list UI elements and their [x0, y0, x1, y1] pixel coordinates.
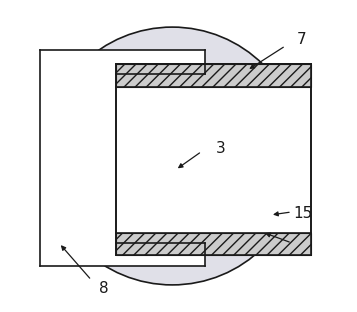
Text: 14: 14 [293, 237, 312, 252]
Bar [116, 233, 311, 256]
Bar [116, 64, 311, 256]
Text: 8: 8 [99, 280, 109, 295]
Text: 7: 7 [296, 32, 306, 47]
Bar [116, 64, 311, 87]
Bar [116, 64, 311, 256]
Text: 3: 3 [216, 141, 225, 156]
Circle shape [44, 27, 301, 285]
Bar [40, 51, 205, 266]
Text: 15: 15 [293, 206, 312, 221]
